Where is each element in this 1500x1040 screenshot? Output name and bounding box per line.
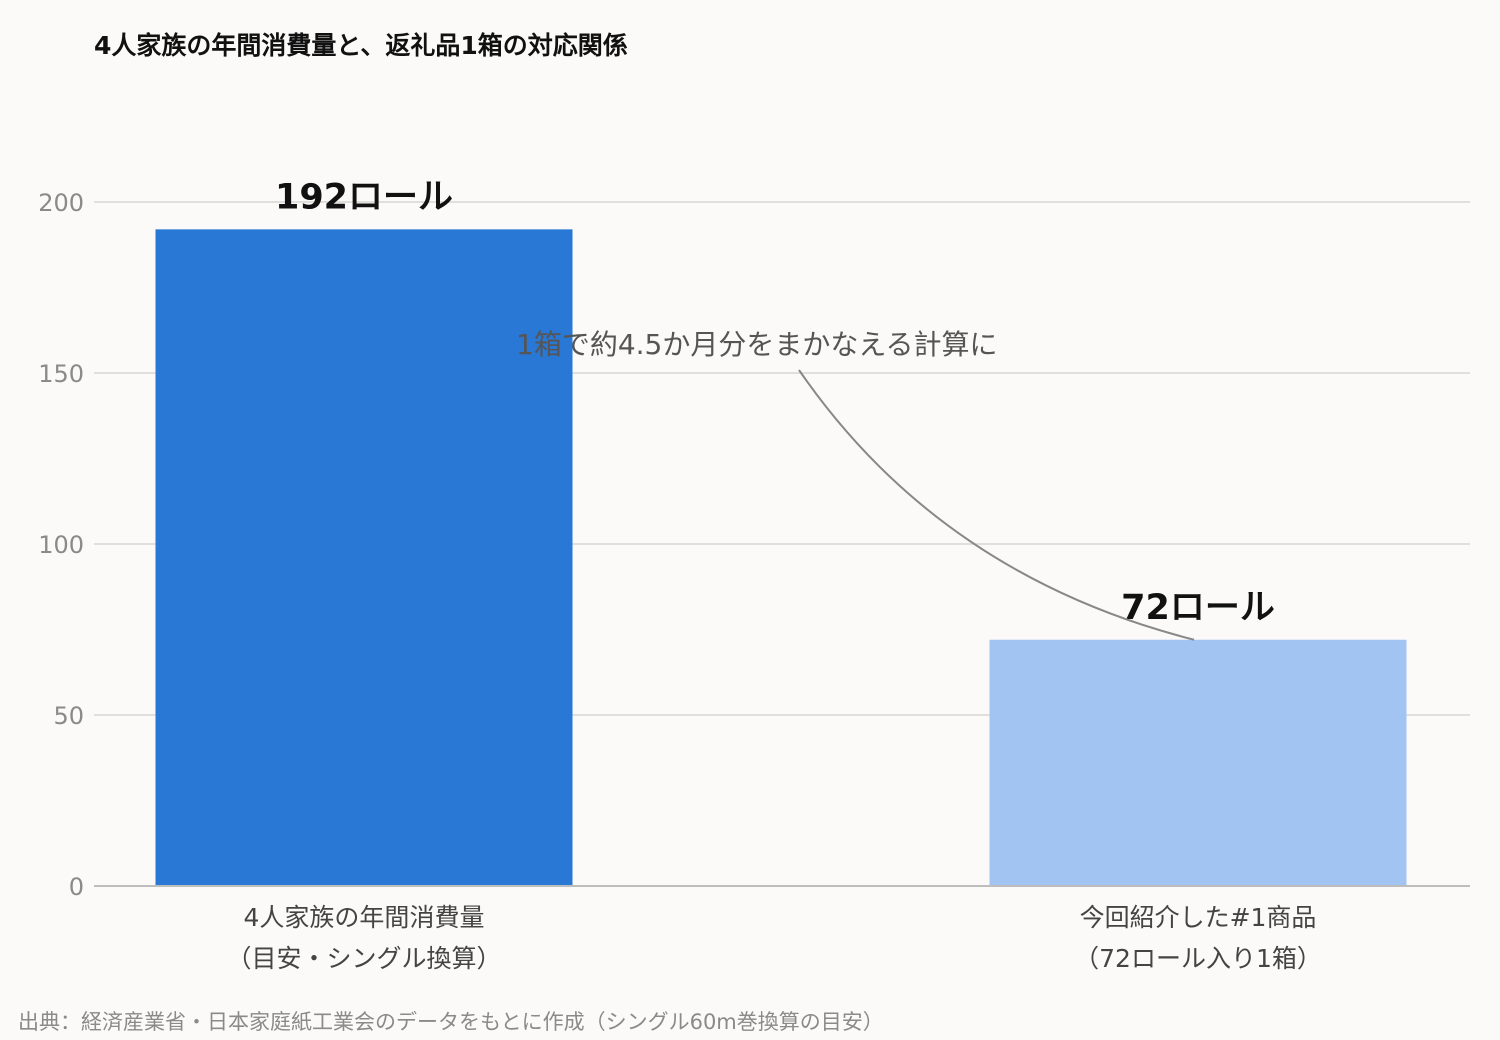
value-labels: 192ロール 72ロール (275, 177, 1275, 627)
x-category-label: 今回紹介した#1商品 (1080, 903, 1317, 932)
bar-value-label: 192ロール (275, 177, 453, 217)
y-tick-label: 50 (53, 702, 84, 730)
annotation: 1箱で約4.5か月分をまかなえる計算に (516, 328, 1195, 641)
chart-title: 4人家族の年間消費量と、返礼品1箱の対応関係 (94, 31, 628, 60)
y-tick-label: 200 (38, 189, 84, 217)
x-category-label: （72ロール入り1箱） (1074, 944, 1322, 973)
bar (989, 639, 1407, 886)
x-category-label: （目安・シングル換算） (226, 944, 501, 973)
y-tick-label: 150 (38, 360, 84, 388)
bar-value-label: 72ロール (1121, 588, 1275, 628)
bars (155, 229, 1407, 887)
chart-source-note: 出典：経済産業省・日本家庭紙工業会のデータをもとに作成（シングル60m巻換算の目… (18, 1010, 884, 1034)
bar-chart: 0 50 100 150 200 4人家族の年間消費量 （目安・シングル換算） 今回紹介した… (38, 177, 1470, 973)
y-axis-ticks: 0 50 100 150 200 (38, 189, 84, 901)
x-category-label: 4人家族の年間消費量 (244, 903, 485, 932)
y-tick-label: 0 (69, 873, 84, 901)
bar (155, 229, 573, 887)
y-tick-label: 100 (38, 531, 84, 559)
annotation-text: 1箱で約4.5か月分をまかなえる計算に (516, 328, 998, 361)
x-axis-categories: 4人家族の年間消費量 （目安・シングル換算） 今回紹介した#1商品 （72ロール入り1… (226, 903, 1321, 973)
annotation-connector (798, 369, 1195, 641)
